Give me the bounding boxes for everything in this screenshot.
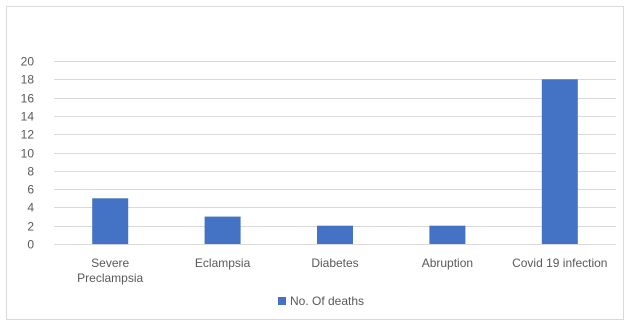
x-category-label: Diabetes bbox=[311, 256, 358, 270]
y-tick-label: 20 bbox=[21, 55, 35, 69]
y-tick-label: 8 bbox=[27, 165, 34, 179]
chart-frame bbox=[6, 6, 624, 320]
y-tick-label: 18 bbox=[21, 73, 35, 87]
legend-swatch bbox=[278, 297, 286, 305]
bar bbox=[429, 225, 466, 244]
y-tick-label: 4 bbox=[27, 201, 34, 215]
y-tick-label: 10 bbox=[21, 147, 35, 161]
legend-label: No. Of deaths bbox=[290, 294, 364, 308]
y-tick-label: 14 bbox=[21, 110, 35, 124]
y-tick-label: 12 bbox=[21, 128, 35, 142]
bar bbox=[317, 225, 353, 244]
x-category-label: Eclampsia bbox=[195, 256, 251, 270]
x-category-label: Abruption bbox=[422, 256, 473, 270]
x-category-label: Covid 19 infection bbox=[512, 256, 607, 270]
bar bbox=[204, 216, 241, 244]
y-tick-label: 6 bbox=[27, 183, 34, 197]
bar bbox=[541, 79, 578, 244]
y-tick-label: 2 bbox=[27, 220, 34, 234]
bar bbox=[92, 198, 129, 245]
y-tick-label: 16 bbox=[21, 92, 35, 106]
x-category-label: Severe Preclampsia bbox=[77, 256, 143, 285]
y-tick-label: 0 bbox=[27, 238, 34, 252]
